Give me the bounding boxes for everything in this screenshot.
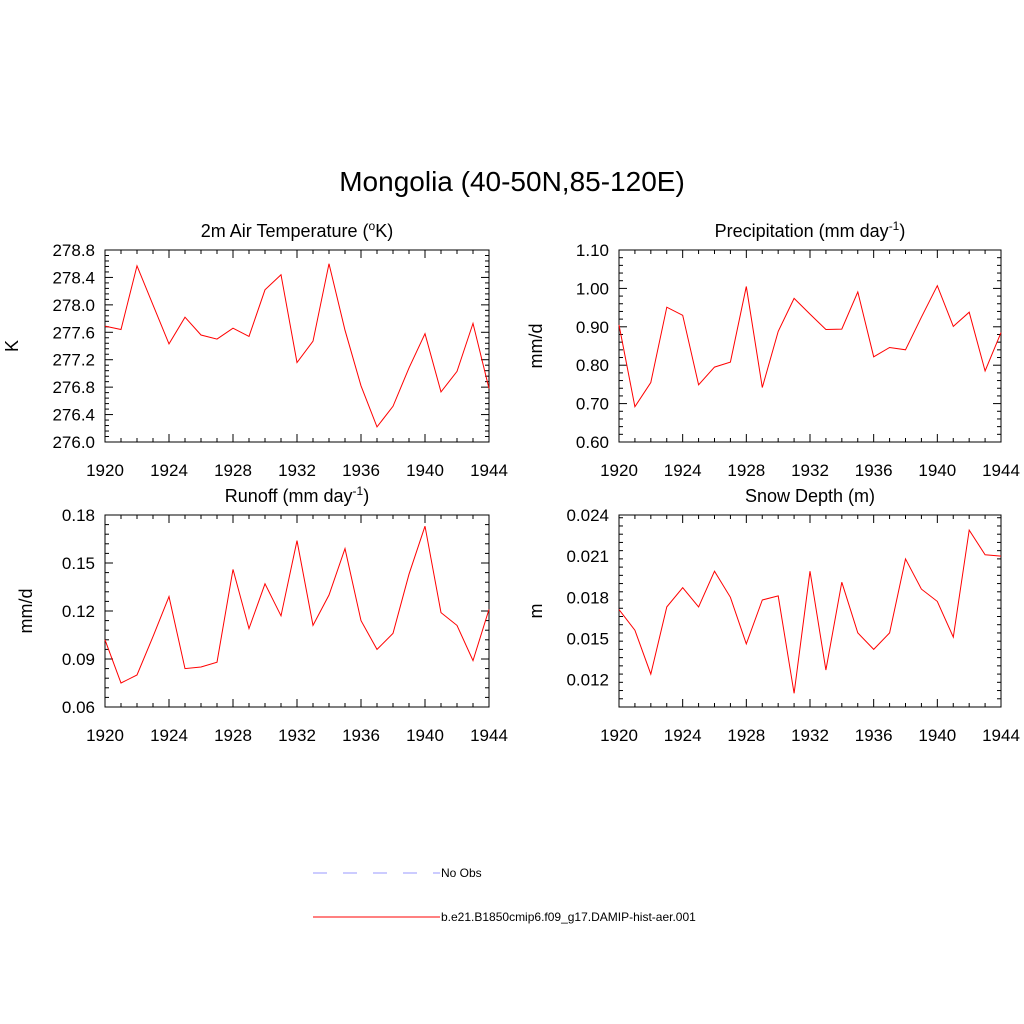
x-tick-label: 1944 [470, 461, 508, 480]
x-tick-label: 1936 [855, 726, 893, 745]
x-tick-label: 1924 [150, 461, 188, 480]
x-tick-label: 1940 [406, 726, 444, 745]
y-tick-label: 0.60 [576, 433, 609, 452]
y-tick-label: 1.10 [576, 241, 609, 260]
y-tick-label: 1.00 [576, 279, 609, 298]
y-tick-label: 278.8 [52, 241, 95, 260]
x-tick-label: 1920 [86, 726, 124, 745]
series-line-temperature [104, 263, 490, 428]
y-tick-label: 0.18 [62, 506, 95, 525]
panel-precipitation: 1920 1924 1928 1932 1936 1940 1944 0.60 0.70 0.80… [526, 219, 1020, 480]
panel-title-text: 2m Air Temperature ( [201, 221, 369, 241]
plot-frame [618, 514, 1002, 708]
x-tick-label: 1920 [600, 726, 638, 745]
x-tick-label: 1928 [727, 726, 765, 745]
y-tick-label: 276.8 [52, 378, 95, 397]
x-tick-label: 1944 [982, 726, 1020, 745]
y-tick-label: 278.0 [52, 296, 95, 315]
panel-title: Snow Depth (m) [745, 486, 875, 506]
y-tick-label: 278.4 [52, 268, 95, 287]
panel-title-text: Runoff (mm day [225, 486, 353, 506]
x-tick-label: 1936 [855, 461, 893, 480]
y-axis-label: mm/d [526, 324, 546, 369]
x-tick-label: 1932 [791, 461, 829, 480]
y-axis-label: m [526, 604, 546, 619]
x-tick-label: 1920 [600, 461, 638, 480]
y-tick-label: 0.15 [62, 554, 95, 573]
y-tick-label: 276.4 [52, 406, 95, 425]
panel-title-suffix: K) [375, 221, 393, 241]
legend-model-label: b.e21.B1850cmip6.f09_g17.DAMIP-hist-aer.… [441, 910, 696, 924]
y-tick-label: 0.021 [566, 547, 609, 566]
series-line-snow-depth [618, 528, 1002, 694]
plot-frame [618, 249, 1002, 443]
panel-temperature: 1920 1924 1928 1932 1936 1940 1944 276.0 276.4 27… [2, 219, 508, 480]
panel-title: 2m Air Temperature (oK) [201, 219, 393, 241]
x-tick-label: 1932 [791, 726, 829, 745]
y-tick-label: 0.024 [566, 506, 609, 525]
panel-snow-depth: 1920 1924 1928 1932 1936 1940 1944 0.012 0.015 0.… [526, 486, 1020, 745]
panel-title-suffix: ) [899, 221, 905, 241]
legend-obs-label: No Obs [441, 866, 482, 880]
x-tick-label: 1928 [727, 461, 765, 480]
series-line-precipitation [618, 284, 1002, 409]
y-tick-label: 0.015 [566, 629, 609, 648]
x-tick-label: 1928 [214, 461, 252, 480]
x-tick-label: 1932 [278, 461, 316, 480]
y-tick-label: 0.12 [62, 602, 95, 621]
panel-title-suffix: ) [363, 486, 369, 506]
y-tick-label: 0.012 [566, 671, 609, 690]
panel-title-superscript: o [369, 219, 376, 233]
y-tick-label: 276.0 [52, 433, 95, 452]
y-tick-label: 0.70 [576, 395, 609, 414]
panel-title-text: Precipitation (mm day [715, 221, 889, 241]
plot-frame [104, 514, 490, 708]
x-tick-label: 1936 [342, 726, 380, 745]
x-tick-label: 1924 [664, 461, 702, 480]
x-tick-label: 1936 [342, 461, 380, 480]
x-tick-label: 1940 [918, 461, 956, 480]
legend: No Obs b.e21.B1850cmip6.f09_g17.DAMIP-hi… [313, 866, 696, 924]
x-tick-label: 1940 [406, 461, 444, 480]
x-tick-label: 1920 [86, 461, 124, 480]
panel-title-superscript: -1 [889, 219, 900, 233]
y-tick-label: 277.6 [52, 323, 95, 342]
panel-runoff: 1920 1924 1928 1932 1936 1940 1944 0.06 0.09 0.12… [16, 484, 508, 745]
x-tick-label: 1940 [918, 726, 956, 745]
panel-title-superscript: -1 [353, 484, 364, 498]
series-line-runoff [104, 526, 490, 684]
plot-frame [104, 249, 490, 443]
y-tick-label: 277.2 [52, 351, 95, 370]
x-tick-label: 1928 [214, 726, 252, 745]
x-tick-label: 1924 [150, 726, 188, 745]
x-tick-label: 1944 [982, 461, 1020, 480]
y-axis-label: mm/d [16, 589, 36, 634]
figure-title: Mongolia (40-50N,85-120E) [339, 166, 685, 197]
x-tick-label: 1944 [470, 726, 508, 745]
y-tick-label: 0.06 [62, 698, 95, 717]
x-tick-label: 1932 [278, 726, 316, 745]
panel-title-text: Snow Depth (m) [745, 486, 875, 506]
y-tick-label: 0.90 [576, 318, 609, 337]
panel-title: Runoff (mm day-1) [225, 484, 369, 506]
y-axis-label: K [2, 340, 22, 352]
x-tick-label: 1924 [664, 726, 702, 745]
y-tick-label: 0.09 [62, 650, 95, 669]
y-tick-label: 0.80 [576, 356, 609, 375]
panel-title: Precipitation (mm day-1) [715, 219, 906, 241]
y-tick-label: 0.018 [566, 588, 609, 607]
